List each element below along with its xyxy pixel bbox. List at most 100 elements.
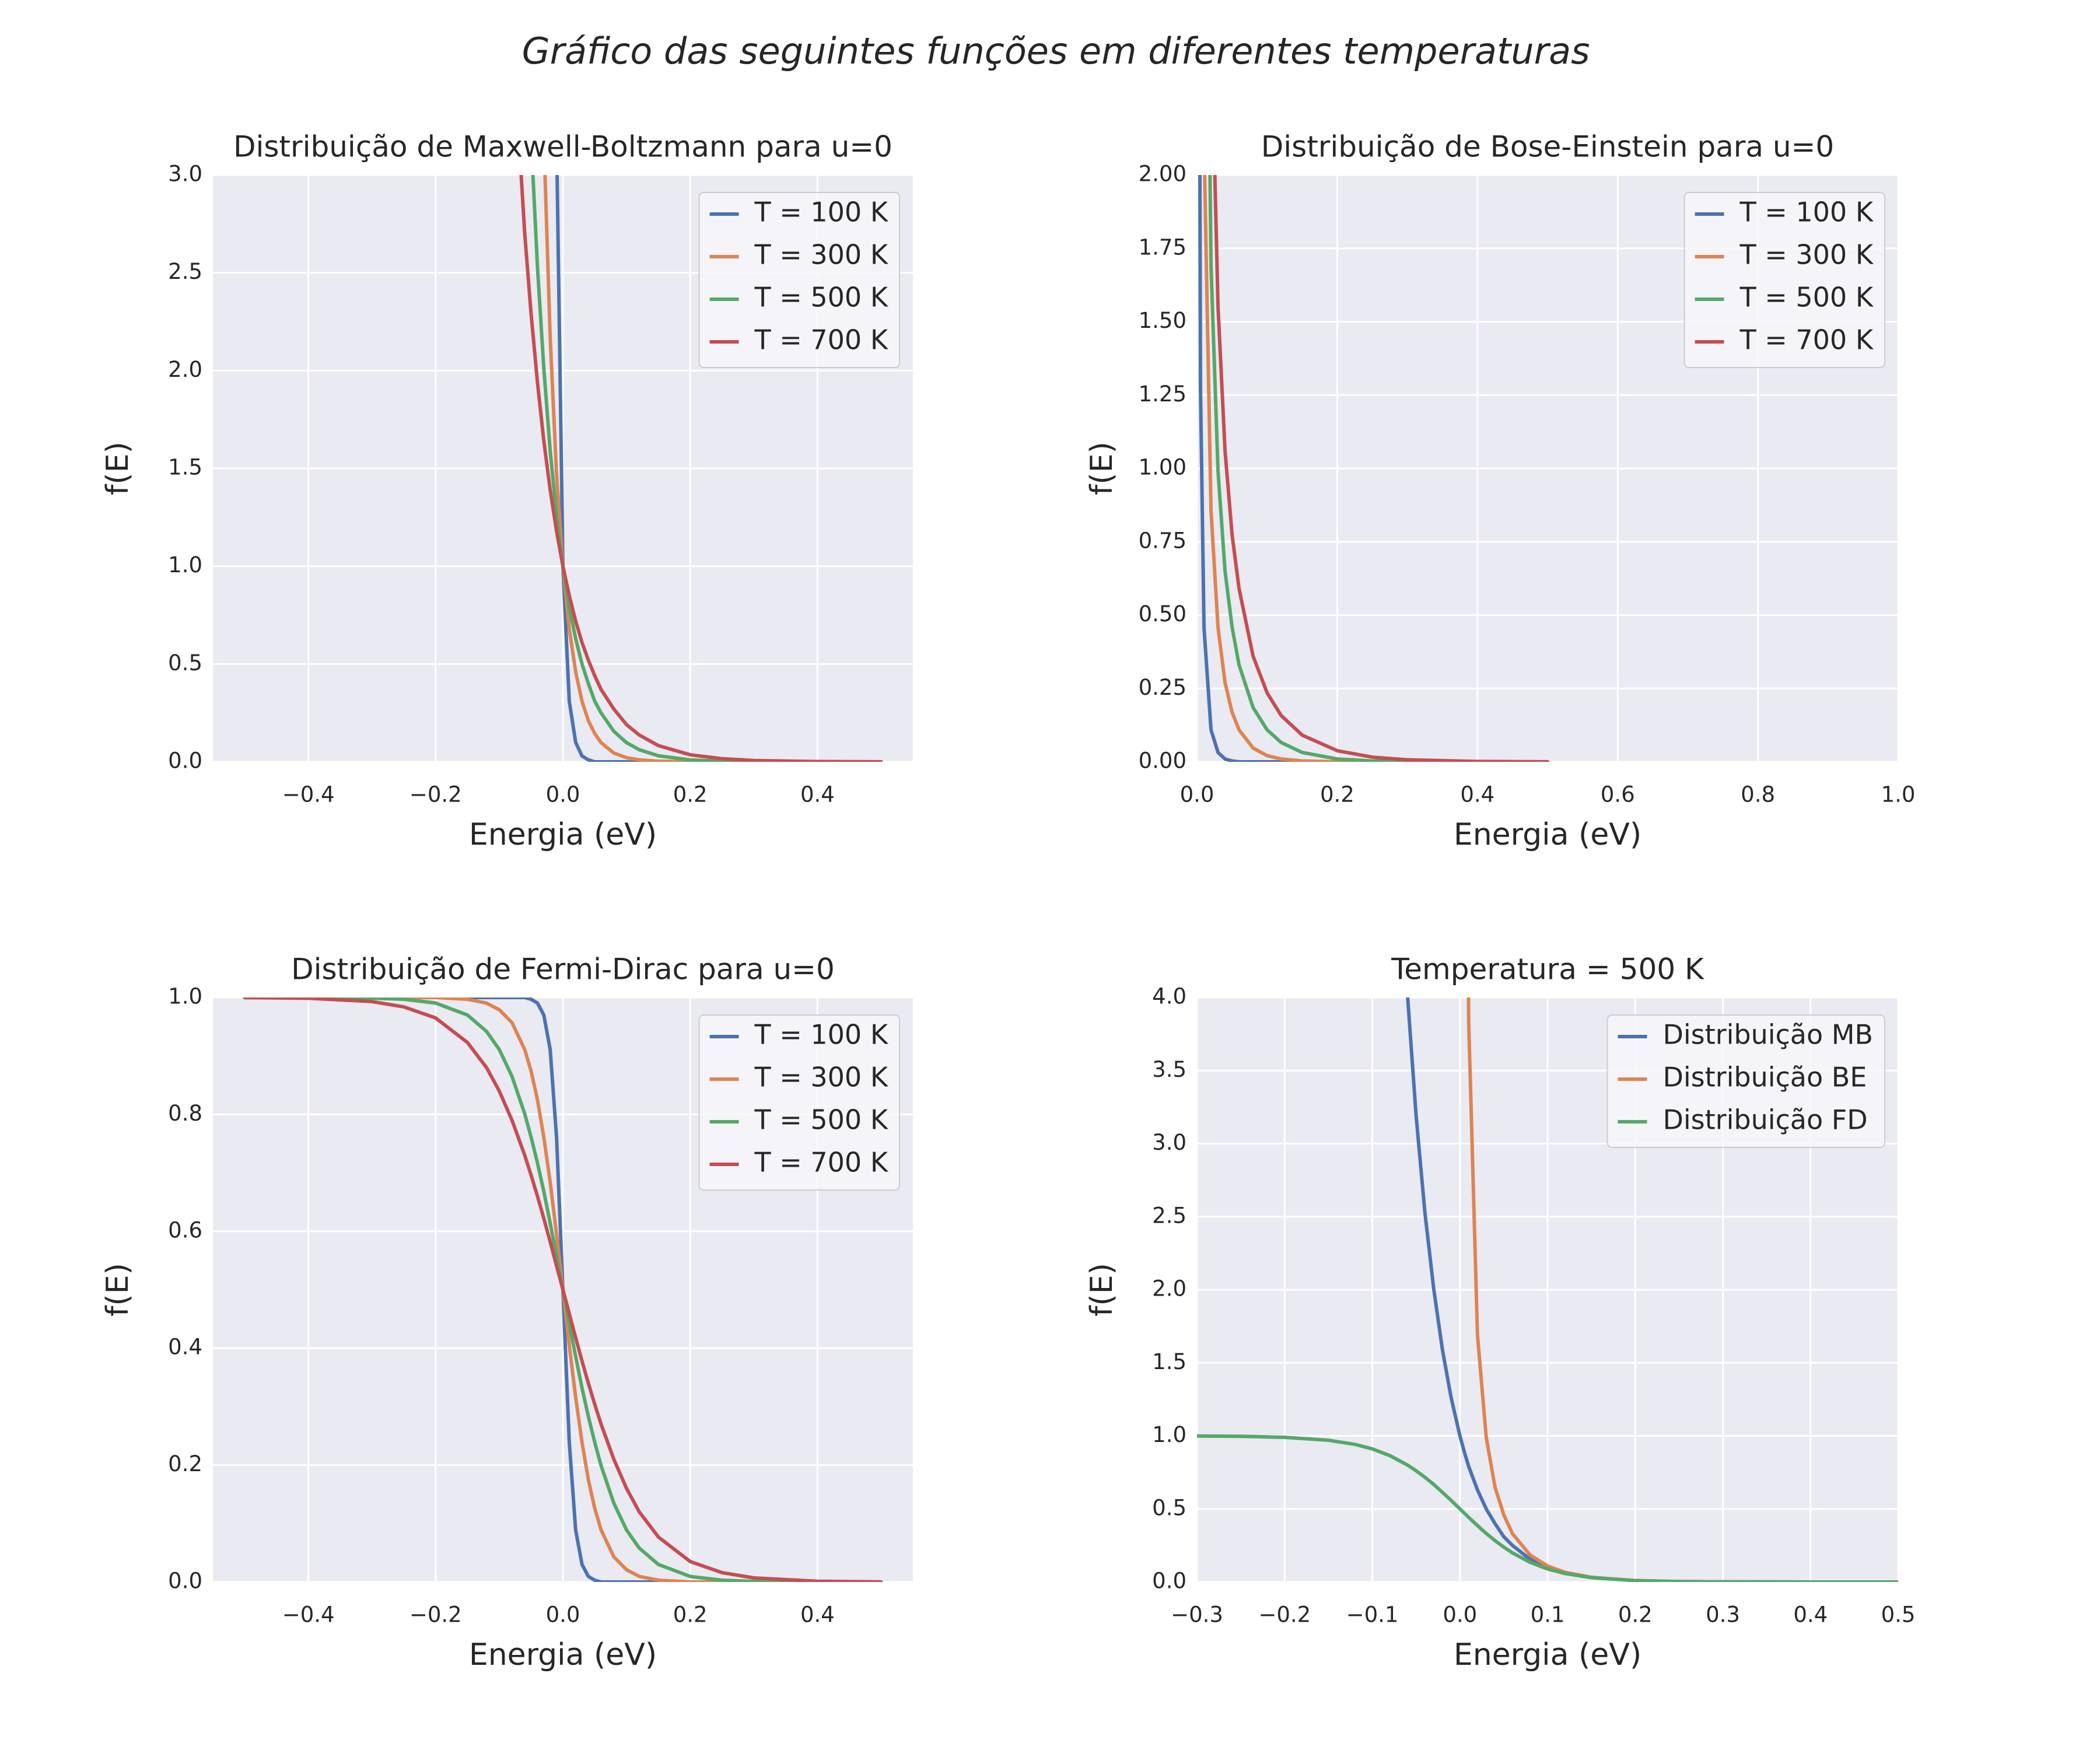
lines	[243, 998, 883, 1582]
y-tick-label: 1.5	[168, 455, 202, 480]
legend-label: T = 500 K	[754, 282, 889, 313]
y-tick-label: 4.0	[1152, 984, 1186, 1009]
legend-box	[1606, 1014, 1885, 1148]
y-tick-label: 1.25	[1139, 382, 1186, 407]
x-tick-label: 0.2	[1320, 782, 1354, 807]
legend-label: T = 500 K	[1740, 282, 1874, 313]
series-line	[243, 998, 883, 1582]
y-tick-label: 0.5	[1152, 1495, 1186, 1520]
series-line	[1197, 1434, 1898, 1582]
legend-box	[1684, 192, 1885, 368]
x-tick-label: −0.2	[1258, 1602, 1311, 1628]
x-axis-label: Energia (eV)	[469, 1637, 657, 1672]
x-tick-label: 0.2	[1618, 1602, 1653, 1628]
legend-box	[698, 192, 900, 368]
x-tick-label: 0.8	[1741, 782, 1775, 807]
legend: T = 100 K T = 300 K T = 500 K T = 700 K	[698, 192, 900, 368]
y-axis-label: f(E)	[100, 1263, 135, 1317]
x-tick-label: −0.3	[1171, 1602, 1223, 1628]
legend-label: Distribuição BE	[1662, 1062, 1867, 1093]
subplot-title: Distribuição de Fermi-Dirac para u=0	[291, 953, 835, 986]
series-line	[1203, 175, 1549, 762]
y-tick-label: 0.5	[168, 650, 202, 676]
series-line	[543, 175, 883, 762]
y-tick-label: 2.5	[1152, 1203, 1186, 1228]
legend-label: T = 300 K	[1740, 239, 1874, 271]
x-tick-label: −0.2	[410, 782, 462, 807]
legend-label: T = 500 K	[754, 1104, 889, 1136]
x-tick-label: −0.4	[282, 782, 335, 807]
figure-title: Gráfico das seguintes funções em diferen…	[522, 30, 1590, 72]
legend-label: Distribuição MB	[1662, 1019, 1873, 1051]
series-line	[519, 175, 883, 762]
lines	[1198, 175, 1549, 762]
legend-label: T = 100 K	[754, 197, 889, 228]
x-tick-label: 0.4	[1460, 782, 1494, 807]
y-tick-label: 0.0	[168, 1569, 202, 1594]
y-axis-label: f(E)	[1084, 1263, 1119, 1317]
y-tick-label: 1.5	[1152, 1349, 1186, 1374]
x-tick-label: −0.2	[410, 1602, 462, 1628]
y-tick-label: 3.0	[168, 162, 202, 187]
y-tick-label: 0.2	[168, 1451, 202, 1476]
x-tick-label: 0.0	[546, 1602, 580, 1628]
y-tick-label: 0.4	[168, 1335, 202, 1360]
x-tick-label: 0.5	[1881, 1602, 1916, 1628]
y-tick-label: 1.50	[1139, 308, 1186, 333]
x-tick-label: 0.2	[673, 1602, 708, 1628]
x-tick-label: 0.4	[1793, 1602, 1828, 1628]
legend: T = 100 K T = 300 K T = 500 K T = 700 K	[1684, 192, 1885, 368]
legend-label: T = 700 K	[754, 1147, 889, 1178]
legend-label: T = 100 K	[1740, 197, 1874, 228]
y-tick-label: 1.00	[1139, 455, 1186, 480]
legend: Distribuição MB Distribuição BE Distribuiç…	[1606, 1014, 1885, 1148]
lines	[1197, 998, 1898, 1582]
x-tick-label: −0.4	[282, 1602, 335, 1628]
x-tick-label: 0.4	[800, 782, 835, 807]
x-axis-label: Energia (eV)	[1454, 817, 1642, 852]
x-axis-label: Energia (eV)	[1454, 1637, 1642, 1672]
x-tick-label: 0.0	[546, 782, 580, 807]
subplot-title: Distribuição de Bose-Einstein para u=0	[1261, 130, 1835, 164]
subplot-title: Temperatura = 500 K	[1391, 953, 1704, 986]
y-tick-label: 1.0	[1152, 1422, 1186, 1447]
y-tick-label: 0.50	[1139, 601, 1186, 626]
x-tick-label: 1.0	[1881, 782, 1916, 807]
x-tick-label: 0.0	[1443, 1602, 1477, 1628]
y-tick-label: 1.0	[168, 552, 202, 578]
legend-label: Distribuição FD	[1662, 1104, 1867, 1136]
x-tick-label: 0.3	[1706, 1602, 1740, 1628]
legend-label: T = 700 K	[754, 324, 889, 356]
series-line	[1198, 175, 1549, 762]
y-tick-label: 3.0	[1152, 1130, 1186, 1155]
y-axis-label: f(E)	[1084, 442, 1119, 495]
lines	[499, 175, 883, 762]
legend-label: T = 300 K	[754, 1062, 889, 1093]
y-tick-label: 0.6	[168, 1217, 202, 1242]
y-tick-label: 0.00	[1139, 748, 1186, 774]
y-tick-label: 0.0	[168, 748, 202, 774]
legend-label: T = 300 K	[754, 239, 889, 271]
x-axis-label: Energia (eV)	[469, 817, 657, 852]
subplot: 0.0 0.5 1.0 1.5 2.0 2.5 3.0 −0.4 −0.2 0.0 0.2 0.4 Di…	[100, 130, 913, 852]
y-tick-label: 2.00	[1139, 162, 1186, 187]
legend-label: T = 700 K	[1740, 324, 1874, 356]
x-tick-label: 0.0	[1180, 782, 1214, 807]
x-tick-label: 0.1	[1531, 1602, 1565, 1628]
series-line	[531, 175, 883, 762]
y-tick-label: 2.5	[168, 259, 202, 284]
y-tick-label: 0.0	[1152, 1569, 1186, 1594]
y-tick-label: 0.8	[168, 1101, 202, 1126]
x-tick-label: 0.6	[1601, 782, 1635, 807]
subplot-title: Distribuição de Maxwell-Boltzmann para u…	[233, 130, 892, 164]
y-tick-label: 0.25	[1139, 675, 1186, 700]
y-tick-label: 1.0	[168, 984, 202, 1009]
x-tick-label: 0.2	[673, 782, 708, 807]
subplot: 0.00 0.25 0.50 0.75 1.00 1.25 1.50 1.75 2.00 0.0 0…	[1084, 130, 1916, 853]
subplot: 0.0 0.2 0.4 0.6 0.8 1.0 −0.4 −0.2 0.0 0.2 0.4 Distr…	[100, 953, 913, 1672]
legend-box	[698, 1014, 900, 1191]
series-line	[1213, 175, 1549, 762]
y-tick-label: 3.5	[1152, 1057, 1186, 1082]
y-tick-label: 2.0	[1152, 1276, 1186, 1301]
